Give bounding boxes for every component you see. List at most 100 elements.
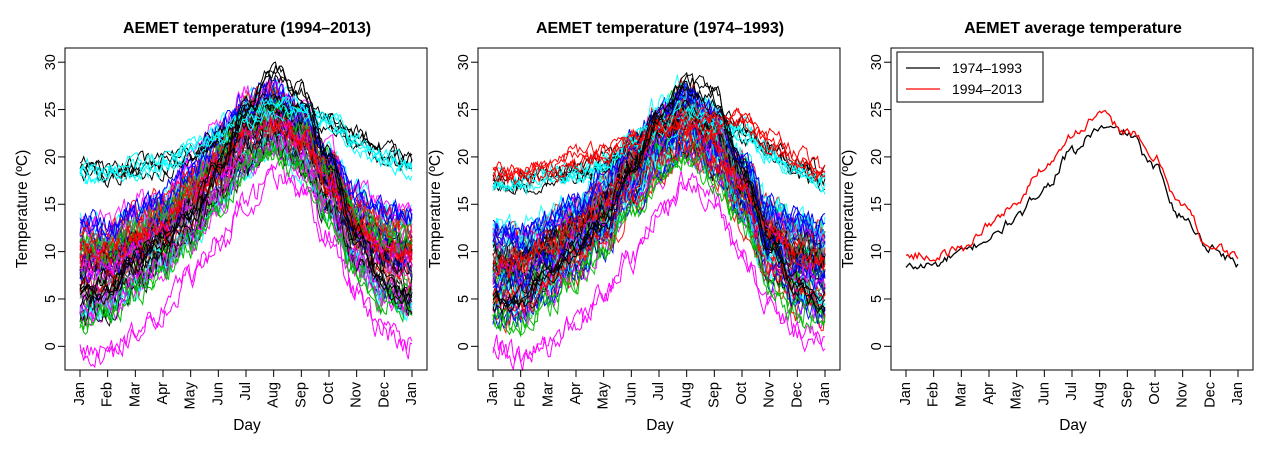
station-line (79, 93, 413, 177)
station-line (79, 95, 413, 178)
y-axis: 0 5 10 15 20 25 30 (43, 54, 65, 350)
y-tick-label: 20 (43, 149, 59, 165)
x-tick-label: May (596, 381, 612, 409)
station-line (492, 74, 826, 243)
station-line (492, 135, 826, 319)
y-tick-label: 30 (456, 54, 472, 70)
station-line (79, 99, 413, 184)
y-tick-label: 15 (43, 196, 59, 212)
x-tick-label: Jan (72, 382, 88, 405)
station-line (79, 105, 413, 185)
x-tick-label: Mar (953, 382, 969, 407)
x-tick-label: Apr (981, 382, 997, 405)
x-tick-label: Feb (100, 382, 116, 407)
station-line (79, 75, 413, 240)
x-tick-label: Jun (210, 382, 226, 405)
station-line (79, 103, 413, 272)
panel-title: AEMET average temperature (964, 20, 1182, 37)
x-tick-label: Jan (1230, 382, 1246, 405)
x-tick-label: Jan (898, 382, 914, 405)
y-tick-label: 25 (456, 101, 472, 117)
station-line (79, 116, 413, 299)
y-tick-label: 25 (43, 101, 59, 117)
x-tick-label: Jun (623, 382, 639, 405)
y-axis: 0 5 10 15 20 25 30 (869, 54, 891, 350)
station-line (79, 133, 413, 322)
y-tick-label: 0 (869, 342, 885, 350)
x-tick-label: Apr (155, 382, 171, 405)
y-tick-label: 5 (456, 295, 472, 303)
x-tick-label: Aug (266, 382, 282, 408)
x-tick-label: Dec (789, 382, 805, 408)
legend-label: 1974–1993 (952, 60, 1022, 76)
y-axis-label: Temperature (ºC) (14, 150, 31, 269)
y-tick-label: 10 (456, 244, 472, 260)
x-tick-label: Mar (540, 382, 556, 407)
x-tick-label: Sep (1119, 382, 1135, 408)
station-line (79, 96, 413, 177)
x-tick-label: May (1009, 381, 1025, 409)
x-tick-label: Jul (651, 382, 667, 401)
station-line (492, 85, 826, 316)
y-tick-label: 15 (456, 196, 472, 212)
x-axis-label: Day (233, 417, 261, 434)
y-tick-label: 20 (869, 149, 885, 165)
station-line (492, 147, 826, 329)
x-axis-label: Day (1059, 417, 1087, 434)
station-line (492, 88, 826, 247)
y-tick-label: 10 (43, 244, 59, 260)
x-axis-label: Day (646, 417, 674, 434)
y-tick-label: 5 (43, 295, 59, 303)
station-line (492, 116, 826, 188)
station-line (79, 64, 413, 297)
x-tick-label: Sep (293, 382, 309, 408)
series-lines (79, 61, 413, 369)
station-line (492, 125, 826, 314)
x-tick-label: Jul (1064, 382, 1080, 401)
station-line (492, 140, 826, 338)
x-tick-label: Aug (1092, 382, 1108, 408)
panel-title: AEMET temperature (1974–1993) (536, 20, 784, 37)
legend: 1974–1993 1994–2013 (896, 51, 1044, 103)
x-tick-label: Dec (1202, 382, 1218, 408)
station-line (79, 158, 413, 369)
station-line (492, 116, 826, 278)
x-axis: Jan Feb Mar Apr May Jun Jul Aug Sep Oct Nov Dec Jan (72, 370, 420, 409)
x-tick-label: Oct (734, 382, 750, 405)
y-tick-label: 30 (869, 54, 885, 70)
station-line (492, 107, 826, 179)
station-line (79, 61, 413, 301)
y-axis-label: Temperature (ºC) (427, 150, 444, 269)
x-tick-label: Feb (926, 382, 942, 407)
x-tick-label: Nov (762, 381, 778, 408)
station-line (492, 71, 826, 306)
x-axis: Jan Feb Mar Apr May Jun Jul Aug Sep Oct Nov Dec Jan (485, 370, 833, 409)
x-tick-label: Oct (321, 382, 337, 405)
y-tick-label: 10 (869, 244, 885, 260)
x-tick-label: May (183, 381, 199, 409)
series-lines (492, 71, 826, 372)
panel-average: AEMET average temperature 0 5 10 15 20 25 30 J… (840, 20, 1254, 434)
x-tick-label: Jun (1036, 382, 1052, 405)
y-axis: 0 5 10 15 20 25 30 (456, 54, 478, 350)
x-tick-label: Nov (1175, 381, 1191, 408)
y-axis-label: Temperature (ºC) (840, 150, 857, 269)
y-tick-label: 15 (869, 196, 885, 212)
y-tick-label: 30 (43, 54, 59, 70)
station-line (492, 116, 826, 196)
station-line (79, 140, 413, 335)
panel-1974-1993: AEMET temperature (1974–1993) 0 5 10 15 20 25… (427, 20, 841, 434)
y-tick-label: 20 (456, 149, 472, 165)
x-tick-label: Feb (513, 382, 529, 407)
station-line (79, 111, 413, 277)
x-axis: Jan Feb Mar Apr May Jun Jul Aug Sep Oct Nov Dec Jan (898, 370, 1246, 409)
legend-label: 1994–2013 (952, 81, 1022, 97)
station-line (492, 117, 826, 195)
station-line (492, 172, 826, 372)
x-tick-label: Jan (817, 382, 833, 405)
y-tick-label: 0 (456, 342, 472, 350)
x-tick-label: Sep (706, 382, 722, 408)
station-line (79, 70, 413, 306)
